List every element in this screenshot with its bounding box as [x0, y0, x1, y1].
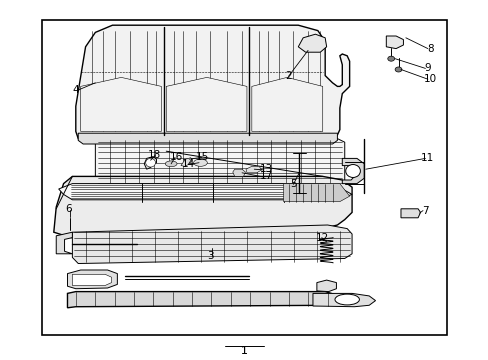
Text: 17: 17: [259, 171, 273, 181]
Polygon shape: [144, 157, 156, 169]
Polygon shape: [298, 34, 326, 52]
Polygon shape: [251, 77, 322, 131]
Text: 9: 9: [424, 63, 430, 73]
Polygon shape: [232, 169, 245, 176]
Ellipse shape: [334, 294, 359, 305]
Text: 18: 18: [147, 150, 161, 160]
Polygon shape: [386, 36, 403, 49]
Polygon shape: [59, 184, 351, 200]
Ellipse shape: [165, 161, 177, 167]
Text: 6: 6: [65, 204, 72, 214]
Ellipse shape: [145, 158, 155, 167]
Text: 10: 10: [423, 74, 436, 84]
Polygon shape: [316, 280, 336, 292]
Polygon shape: [72, 274, 111, 285]
Polygon shape: [67, 270, 117, 289]
Polygon shape: [67, 292, 339, 308]
Polygon shape: [283, 184, 349, 202]
Polygon shape: [181, 158, 192, 166]
Polygon shape: [81, 77, 161, 131]
Polygon shape: [78, 133, 337, 144]
Text: 12: 12: [315, 233, 329, 243]
Text: 2: 2: [285, 71, 291, 81]
Polygon shape: [72, 225, 351, 264]
Ellipse shape: [345, 165, 360, 177]
Polygon shape: [76, 25, 349, 139]
Text: 7: 7: [421, 206, 428, 216]
Text: 13: 13: [259, 164, 273, 174]
Text: 11: 11: [420, 153, 434, 163]
Polygon shape: [95, 139, 344, 194]
Ellipse shape: [193, 159, 207, 166]
Polygon shape: [400, 209, 420, 218]
Polygon shape: [56, 232, 72, 254]
Polygon shape: [312, 293, 375, 307]
Text: 1: 1: [241, 346, 247, 356]
Text: 1: 1: [241, 346, 247, 356]
Text: 15: 15: [196, 152, 209, 162]
Ellipse shape: [394, 67, 401, 72]
Polygon shape: [54, 176, 351, 238]
Text: 5: 5: [289, 179, 296, 189]
Ellipse shape: [387, 56, 394, 61]
Polygon shape: [166, 77, 246, 131]
Text: 14: 14: [181, 159, 195, 169]
Bar: [41, 20, 447, 335]
Polygon shape: [245, 166, 261, 173]
Text: 4: 4: [72, 85, 79, 95]
Polygon shape: [342, 158, 364, 184]
Text: 16: 16: [169, 152, 183, 162]
Text: 8: 8: [426, 44, 433, 54]
Text: 3: 3: [206, 251, 213, 261]
